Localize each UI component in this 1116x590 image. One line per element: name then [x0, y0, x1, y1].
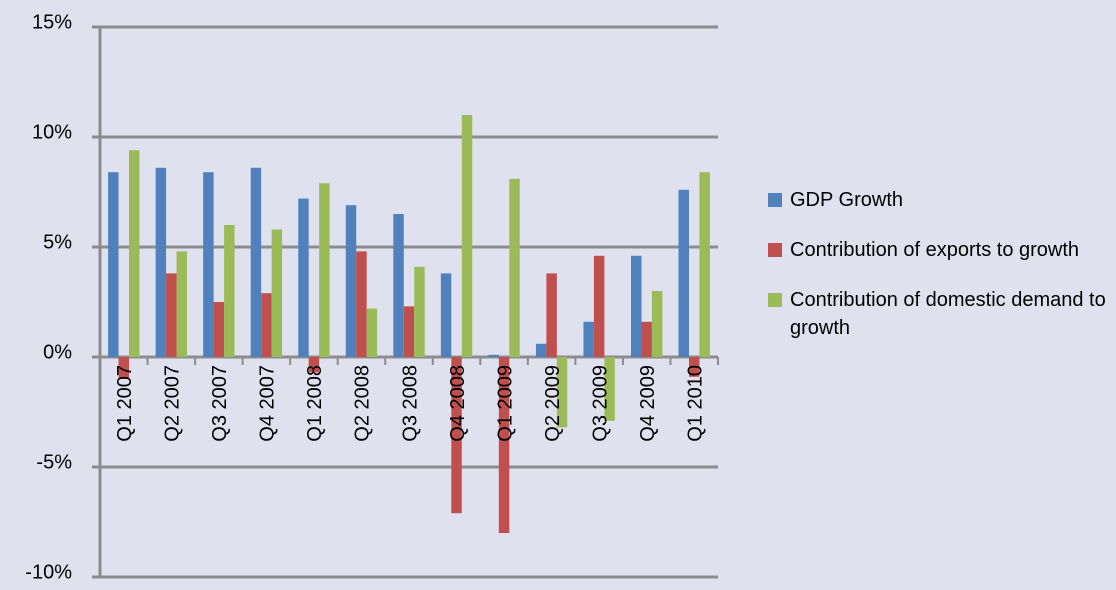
bar — [461, 115, 473, 357]
x-tick-label: Q3 2009 — [589, 365, 611, 442]
x-tick-label: Q2 2008 — [352, 365, 374, 442]
bar — [451, 357, 462, 514]
bar — [498, 357, 510, 533]
bar — [678, 189, 690, 357]
legend-swatch — [768, 193, 782, 207]
x-tick-label: Q1 2007 — [114, 365, 136, 442]
bar — [319, 183, 330, 357]
legend-item: GDP Growth — [768, 186, 1108, 214]
bar — [108, 172, 119, 357]
legend-label: GDP Growth — [790, 189, 903, 211]
bar — [546, 273, 557, 357]
bar — [250, 167, 262, 357]
bar — [203, 172, 214, 357]
bar — [128, 150, 140, 357]
x-tick-label: Q4 2007 — [257, 365, 279, 442]
x-tick-label: Q4 2008 — [447, 365, 469, 442]
bar — [689, 357, 700, 377]
bar — [261, 293, 272, 357]
bar — [271, 229, 283, 357]
bar — [699, 172, 710, 357]
x-tick-label: Q3 2007 — [209, 365, 231, 442]
bar — [583, 321, 594, 357]
bar — [641, 321, 652, 357]
bar — [166, 273, 177, 357]
legend-item: Contribution of domestic demand to growt… — [768, 286, 1108, 342]
legend-label: Contribution of domestic demand to growt… — [790, 289, 1106, 339]
bar — [308, 357, 320, 373]
x-tick-label: Q1 2008 — [304, 365, 326, 442]
y-tick-label: 10% — [32, 121, 72, 143]
y-tick-label: 0% — [43, 341, 72, 363]
bar — [213, 302, 225, 357]
bar — [345, 205, 357, 357]
bar — [556, 357, 568, 428]
bar — [176, 251, 187, 357]
bar — [604, 357, 615, 421]
bar — [593, 255, 605, 357]
bar — [366, 308, 378, 357]
y-tick-label: -10% — [25, 561, 72, 583]
bar — [414, 266, 425, 357]
bar — [118, 357, 129, 379]
x-tick-label: Q4 2009 — [637, 365, 659, 442]
legend-label: Contribution of exports to growth — [790, 239, 1080, 261]
y-tick-label: 5% — [43, 231, 72, 253]
x-tick-label: Q1 2009 — [494, 365, 516, 442]
x-tick-label: Q2 2007 — [162, 365, 184, 442]
x-tick-label: Q2 2009 — [542, 365, 564, 442]
bar — [155, 167, 167, 357]
x-tick-label: Q3 2008 — [399, 365, 421, 442]
bar — [224, 225, 235, 357]
x-tick-label: Q1 2010 — [685, 365, 707, 442]
legend: GDP Growth Contribution of exports to gro… — [768, 186, 1108, 364]
bar — [356, 251, 367, 357]
bar — [631, 255, 642, 357]
legend-swatch — [768, 293, 782, 307]
bar — [509, 178, 520, 357]
bar — [535, 343, 547, 357]
legend-swatch — [768, 243, 782, 257]
legend-item: Contribution of exports to growth — [768, 236, 1108, 264]
bar — [440, 273, 452, 357]
bar — [651, 291, 663, 357]
y-tick-label: 15% — [32, 11, 72, 33]
y-tick-label: -5% — [36, 451, 72, 473]
bar — [298, 198, 309, 357]
bar — [403, 306, 415, 357]
bar — [393, 214, 404, 357]
bar — [488, 354, 499, 357]
